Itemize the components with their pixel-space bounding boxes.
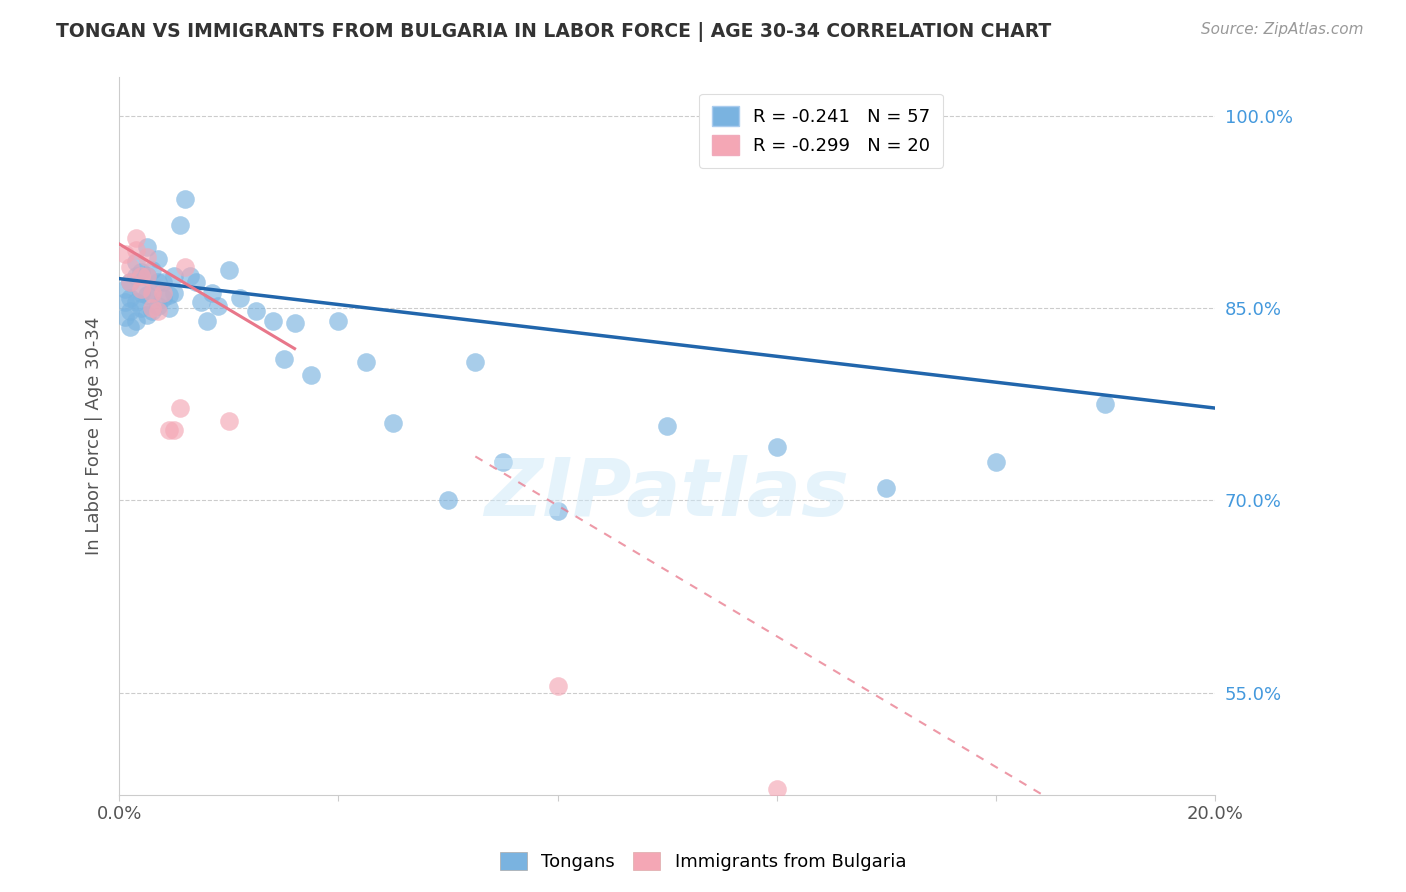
Point [765, 440, 787, 454]
Point [218, 414, 240, 428]
Point [129, 282, 152, 296]
Point [120, 260, 142, 274]
Point [141, 285, 163, 300]
Text: ZIPatlas: ZIPatlas [485, 455, 849, 533]
Point [174, 192, 197, 206]
Point [299, 368, 322, 382]
Point [179, 268, 201, 283]
Point [437, 493, 460, 508]
Point [157, 423, 180, 437]
Point [1094, 397, 1116, 411]
Point [163, 423, 186, 437]
Legend: R = -0.241   N = 57, R = -0.299   N = 20: R = -0.241 N = 57, R = -0.299 N = 20 [699, 94, 943, 168]
Point [135, 268, 157, 283]
Point [229, 291, 252, 305]
Point [547, 503, 569, 517]
Point [169, 401, 191, 415]
Point [163, 285, 186, 300]
Point [146, 299, 169, 313]
Point [120, 303, 142, 318]
Point [464, 355, 486, 369]
Point [141, 301, 163, 315]
Text: TONGAN VS IMMIGRANTS FROM BULGARIA IN LABOR FORCE | AGE 30-34 CORRELATION CHART: TONGAN VS IMMIGRANTS FROM BULGARIA IN LA… [56, 22, 1052, 42]
Point [547, 679, 569, 693]
Point [146, 303, 169, 318]
Point [284, 317, 307, 331]
Point [135, 308, 157, 322]
Point [201, 285, 224, 300]
Point [169, 218, 191, 232]
Text: Source: ZipAtlas.com: Source: ZipAtlas.com [1201, 22, 1364, 37]
Point [354, 355, 377, 369]
Point [245, 303, 267, 318]
Point [984, 455, 1007, 469]
Point [114, 294, 136, 309]
Point [174, 260, 197, 274]
Point [141, 303, 163, 318]
Point [655, 419, 678, 434]
Point [152, 276, 174, 290]
Point [273, 352, 295, 367]
Point [765, 781, 787, 796]
Point [875, 481, 897, 495]
Point [218, 262, 240, 277]
Point [146, 276, 169, 290]
Point [141, 262, 163, 277]
Point [135, 288, 157, 302]
Point [129, 301, 152, 315]
Point [125, 255, 148, 269]
Point [135, 250, 157, 264]
Point [120, 291, 142, 305]
Point [163, 268, 186, 283]
Point [141, 285, 163, 300]
Point [135, 268, 157, 283]
Point [152, 285, 174, 300]
Y-axis label: In Labor Force | Age 30-34: In Labor Force | Age 30-34 [86, 317, 103, 556]
Point [114, 282, 136, 296]
Point [120, 320, 142, 334]
Point [125, 314, 148, 328]
Point [184, 276, 207, 290]
Legend: Tongans, Immigrants from Bulgaria: Tongans, Immigrants from Bulgaria [492, 845, 914, 879]
Point [125, 268, 148, 283]
Point [135, 239, 157, 253]
Point [129, 285, 152, 300]
Point [157, 288, 180, 302]
Point [157, 301, 180, 315]
Point [114, 310, 136, 324]
Point [152, 291, 174, 305]
Point [120, 276, 142, 290]
Point [190, 294, 212, 309]
Point [382, 417, 405, 431]
Point [125, 294, 148, 309]
Point [328, 314, 350, 328]
Point [492, 455, 515, 469]
Point [120, 276, 142, 290]
Point [262, 314, 284, 328]
Point [129, 265, 152, 279]
Point [146, 252, 169, 267]
Point [125, 230, 148, 244]
Point [129, 268, 152, 283]
Point [195, 314, 218, 328]
Point [114, 247, 136, 261]
Point [207, 299, 229, 313]
Point [125, 244, 148, 258]
